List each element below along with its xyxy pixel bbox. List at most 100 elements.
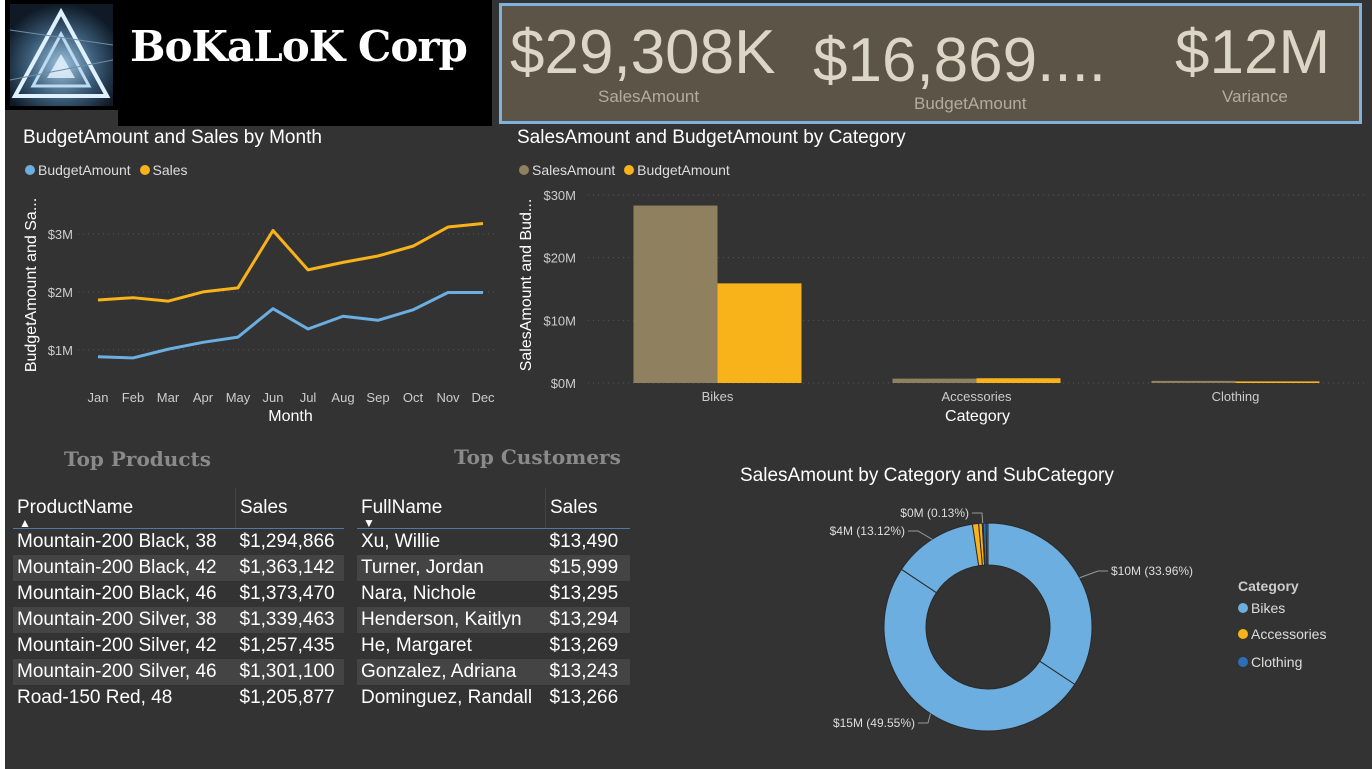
donut-leader-line — [972, 512, 984, 524]
bar-chart[interactable]: $0M $10M $20M $30M Bikes Accessories Clothing C… — [510, 185, 1370, 430]
kpi-card-group[interactable] — [499, 3, 1362, 124]
y-axis-title: SalesAmount and Bud... — [518, 199, 535, 372]
y-axis-title: BudgetAmount and Sa... — [23, 198, 40, 372]
x-tick-label: Oct — [403, 390, 424, 405]
y-tick-label: $3M — [48, 227, 73, 242]
sales-cell: $1,363,142 — [235, 555, 344, 581]
legend-sales-dot — [139, 165, 150, 175]
x-axis-title: Category — [945, 408, 1010, 425]
donut-leader-line — [908, 530, 933, 540]
y-tick-label: $2M — [48, 285, 73, 300]
table-row[interactable]: He, Margaret $13,269 — [357, 633, 630, 659]
legend-budgetamount-label: BudgetAmount — [637, 162, 730, 178]
x-tick-label: Jun — [263, 390, 284, 405]
donut-legend-item-bikes[interactable]: Bikes — [1238, 600, 1285, 616]
table-header-row: ProductName ▲ Sales — [13, 488, 344, 530]
donut-legend-item-clothing[interactable]: Clothing — [1238, 654, 1302, 670]
table-row[interactable]: Mountain-200 Silver, 42 $1,257,435 — [13, 633, 344, 659]
line-chart-title: BudgetAmount and Sales by Month — [23, 127, 322, 148]
donut-data-label: $4M (13.12%) — [830, 524, 905, 538]
donut-slice-bikes — [987, 522, 1093, 686]
series-line-sales — [97, 222, 484, 303]
triangle-logo-icon — [9, 4, 114, 106]
donut-legend-item-accessories[interactable]: Accessories — [1238, 626, 1326, 642]
table-row[interactable]: Road-150 Red, 48 $1,205,877 — [13, 685, 344, 711]
x-tick-label: Clothing — [1212, 389, 1260, 404]
sales-cell: $13,294 — [545, 607, 630, 633]
x-tick-label: Sep — [366, 390, 389, 405]
table-row[interactable]: Mountain-200 Silver, 38 $1,339,463 — [13, 607, 344, 633]
sort-ascending-icon[interactable]: ▲ — [19, 516, 31, 530]
customer-name-cell: Nara, Nichole — [361, 583, 477, 604]
bar-chart-legend[interactable]: SalesAmount BudgetAmount — [519, 162, 730, 178]
product-name-cell: Mountain-200 Black, 38 — [17, 531, 217, 552]
table-row[interactable]: Turner, Jordan $15,999 — [357, 555, 630, 581]
donut-chart[interactable]: $10M (33.96%) $15M (49.55%) $4M (13.12%) $0… — [780, 495, 1240, 755]
product-name-cell: Mountain-200 Silver, 38 — [13, 607, 236, 633]
table-row[interactable]: Gonzalez, Adriana $13,243 — [357, 659, 630, 685]
legend-budget-label: BudgetAmount — [38, 162, 131, 178]
sort-descending-icon[interactable]: ▼ — [363, 516, 375, 530]
product-name-cell: Mountain-200 Black, 46 — [17, 583, 217, 604]
legend-bikes-dot — [1238, 603, 1248, 613]
bar-salesamount-accessories — [892, 378, 977, 383]
table-row[interactable]: Mountain-200 Black, 42 $1,363,142 — [13, 555, 344, 581]
sales-cell: $1,257,435 — [239, 635, 335, 656]
x-tick-label: Jan — [88, 390, 109, 405]
column-header-productname[interactable]: ProductName ▲ — [13, 488, 236, 530]
y-tick-label: $20M — [543, 251, 576, 266]
table-row[interactable]: Nara, Nichole $13,295 — [357, 581, 630, 607]
series-line-budgetamount — [97, 290, 483, 360]
table-row[interactable]: Mountain-200 Black, 46 $1,373,470 — [13, 581, 344, 607]
product-name-cell: Mountain-200 Black, 42 — [13, 555, 236, 581]
top-customers-table[interactable]: FullName ▼ Sales Xu, Willie $13,490 Turner,… — [357, 488, 630, 711]
product-name-cell: Road-150 Red, 48 — [17, 687, 173, 708]
donut-leader-line — [918, 713, 931, 724]
table-row[interactable]: Xu, Willie $13,490 — [357, 529, 630, 556]
sales-cell: $15,999 — [545, 555, 630, 581]
x-tick-label: Nov — [436, 390, 460, 405]
sales-cell: $13,269 — [549, 635, 619, 656]
top-products-table[interactable]: ProductName ▲ Sales Mountain-200 Black, 3… — [13, 488, 344, 711]
company-name: BoKaLoK Corp — [130, 22, 468, 71]
y-tick-label: $10M — [543, 313, 576, 328]
x-tick-label: Jul — [300, 390, 317, 405]
bar-budgetamount-accessories — [976, 378, 1061, 383]
donut-data-label: $15M (49.55%) — [833, 716, 915, 730]
legend-sales-label: Sales — [152, 162, 188, 178]
kpi-sales-value: $29,308K — [510, 18, 776, 87]
bar-chart-title: SalesAmount and BudgetAmount by Category — [517, 127, 906, 148]
table-row[interactable]: Mountain-200 Silver, 46 $1,301,100 — [13, 659, 344, 685]
product-name-cell: Mountain-200 Silver, 46 — [13, 659, 236, 685]
table-row[interactable]: Henderson, Kaitlyn $13,294 — [357, 607, 630, 633]
top-products-title: Top Products — [64, 447, 211, 471]
product-name-cell: Mountain-200 Silver, 42 — [17, 635, 217, 656]
sales-cell: $1,205,877 — [239, 687, 335, 708]
x-tick-label: Dec — [471, 390, 495, 405]
column-header-sales[interactable]: Sales — [545, 488, 630, 529]
sales-cell: $1,339,463 — [235, 607, 344, 633]
legend-clothing-dot — [1238, 657, 1248, 667]
table-row[interactable]: Dominguez, Randall $13,266 — [357, 685, 630, 711]
sales-cell: $1,301,100 — [235, 659, 344, 685]
column-header-sales[interactable]: Sales — [235, 488, 344, 529]
table-header-row: FullName ▼ Sales — [357, 488, 630, 530]
bar-budgetamount-clothing — [1235, 381, 1320, 383]
column-header-fullname[interactable]: FullName ▼ — [357, 488, 546, 530]
customer-name-cell: Gonzalez, Adriana — [357, 659, 546, 685]
products-table-body: Mountain-200 Black, 38 $1,294,866 Mountain… — [13, 529, 344, 712]
logo — [5, 0, 118, 110]
donut-data-label: $10M (33.96%) — [1111, 564, 1193, 578]
x-tick-label: Aug — [331, 390, 354, 405]
legend-accessories-dot — [1238, 629, 1248, 639]
sales-cell: $13,243 — [545, 659, 630, 685]
brand-banner — [118, 0, 492, 126]
sales-cell: $13,266 — [549, 687, 619, 708]
kpi-budget-value: $16,869.... — [813, 26, 1107, 95]
line-chart[interactable]: $1M $2M $3M Jan Feb Mar Apr May Jun Jul Aug Sep Oct N… — [15, 185, 500, 430]
donut-legend-title: Category — [1238, 578, 1299, 594]
line-chart-legend[interactable]: BudgetAmount Sales — [25, 162, 188, 178]
table-row[interactable]: Mountain-200 Black, 38 $1,294,866 — [13, 529, 344, 556]
top-customers-title: Top Customers — [454, 445, 621, 469]
x-tick-label: Apr — [193, 390, 214, 405]
